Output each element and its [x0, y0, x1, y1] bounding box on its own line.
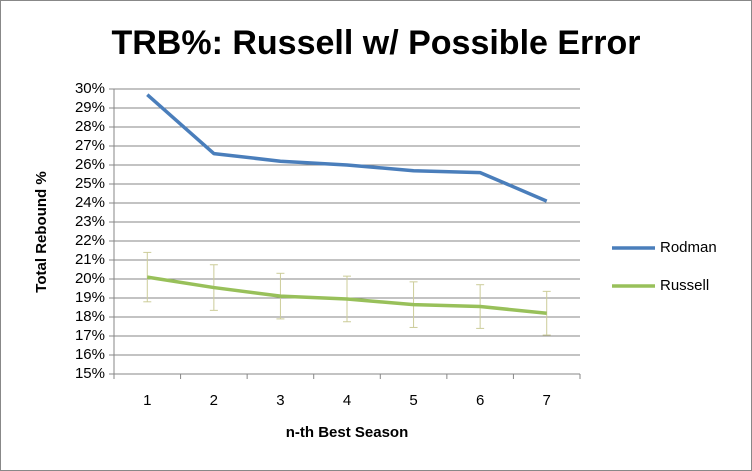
y-tick-label: 22% — [75, 232, 105, 249]
series-line — [146, 93, 548, 203]
y-tick-label: 28% — [75, 118, 105, 135]
x-tick-label: 4 — [343, 392, 351, 409]
y-tick-label: 18% — [75, 308, 105, 325]
y-tick-label: 15% — [75, 365, 105, 382]
x-tick-label: 1 — [143, 392, 151, 409]
x-axis-label: n-th Best Season — [286, 424, 409, 441]
y-tick-label: 19% — [75, 289, 105, 306]
y-tick-label: 25% — [75, 175, 105, 192]
y-tick-label: 24% — [75, 194, 105, 211]
x-tick-label: 5 — [409, 392, 417, 409]
legend-label: Russell — [660, 277, 709, 294]
x-tick-label: 6 — [476, 392, 484, 409]
x-tick-label: 7 — [543, 392, 551, 409]
y-tick-label: 29% — [75, 99, 105, 116]
y-tick-label: 21% — [75, 251, 105, 268]
y-axis-label: Total Rebound % — [33, 171, 50, 292]
y-tick-label: 30% — [75, 80, 105, 97]
y-tick-label: 16% — [75, 346, 105, 363]
y-tick-label: 17% — [75, 327, 105, 344]
y-tick-label: 20% — [75, 270, 105, 287]
x-tick-label: 3 — [276, 392, 284, 409]
chart-title: TRB%: Russell w/ Possible Error — [111, 24, 640, 62]
x-tick-label: 2 — [210, 392, 218, 409]
y-tick-label: 27% — [75, 137, 105, 154]
series-line — [147, 275, 547, 315]
y-tick-label: 26% — [75, 156, 105, 173]
legend-label: Rodman — [660, 239, 717, 256]
y-tick-label: 23% — [75, 213, 105, 230]
